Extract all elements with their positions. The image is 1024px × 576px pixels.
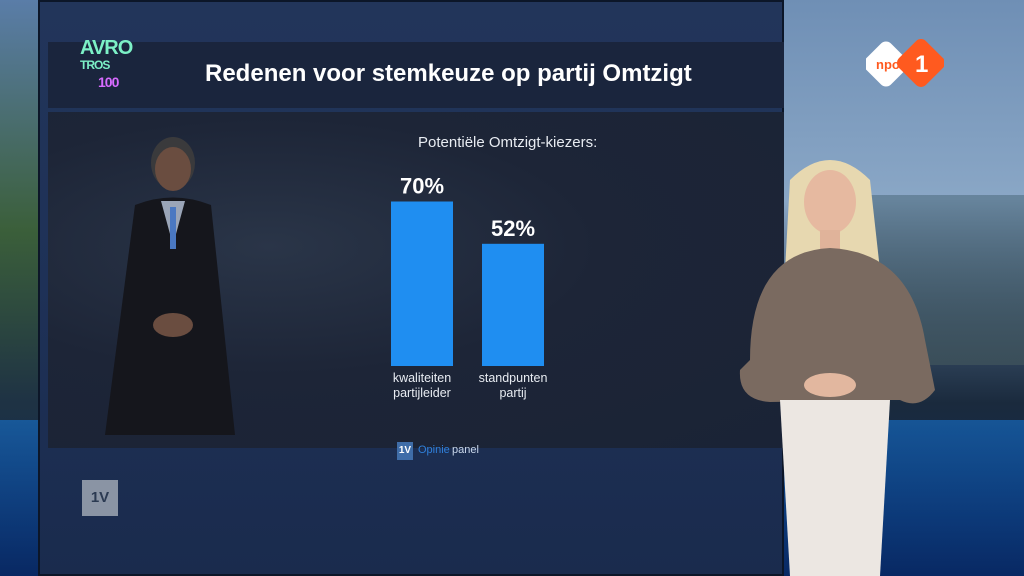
chart-subtitle: Potentiële Omtzigt-kiezers: [418,134,598,151]
presenter [739,160,935,576]
data-label-0: 70% [400,174,444,199]
category-label-1-line-1: partij [499,386,526,400]
title-bar [48,42,784,108]
category-label-1-line-0: standpunten [479,371,548,385]
category-label-0-line-0: kwaliteiten [393,371,451,385]
chart-title: Redenen voor stemkeuze op partij Omtzigt [205,60,692,87]
avrotros-logo-badge: 100 [98,74,119,90]
bar-0 [391,201,453,366]
avrotros-logo-line2: TROS [80,58,110,72]
npo-1-logo: npo 1 [866,39,944,87]
npo-channel-number: 1 [915,51,928,78]
avrotros-logo-line1: AVRO [80,37,133,59]
source-brand-part2: panel [452,444,479,456]
corner-1v-badge: 1V [82,480,118,516]
avrotros-logo: AVRO TROS 100 [80,37,140,94]
bar-1 [482,243,544,366]
npo-logo-text: npo [876,57,900,72]
source-badge: 1V [397,442,413,460]
category-label-0-line-1: partijleider [393,386,451,400]
politician-photo [105,137,235,435]
source-brand-part1: Opinie [418,444,450,456]
data-label-1: 52% [491,216,535,241]
